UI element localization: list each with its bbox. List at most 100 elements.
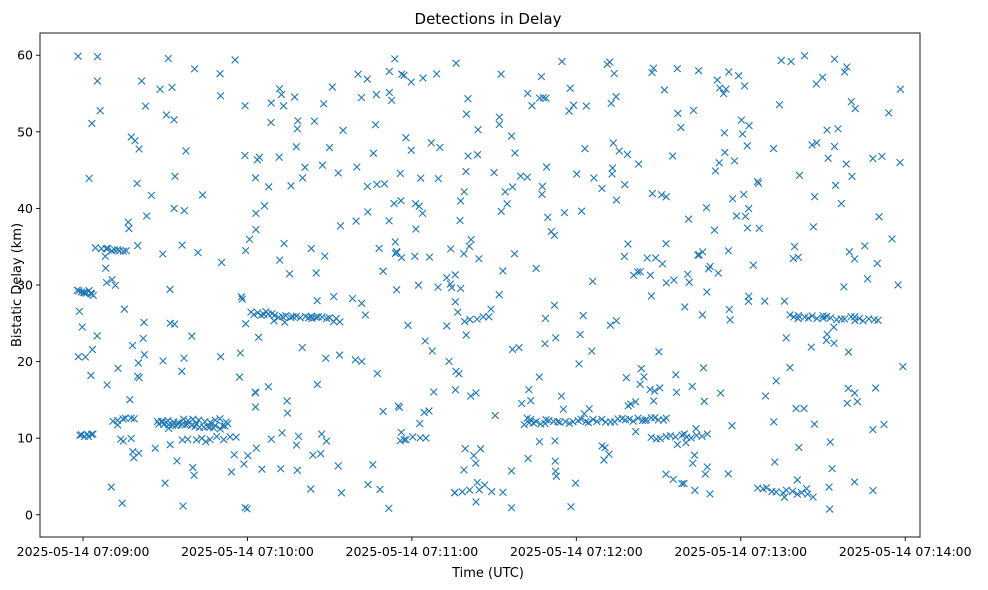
data-point bbox=[467, 235, 475, 244]
data-point bbox=[267, 435, 276, 443]
data-point bbox=[844, 348, 853, 356]
data-point bbox=[391, 249, 400, 258]
data-point bbox=[485, 313, 493, 321]
data-point bbox=[538, 190, 546, 199]
data-point bbox=[141, 102, 150, 110]
data-point bbox=[542, 94, 550, 102]
data-point bbox=[507, 467, 516, 475]
data-point bbox=[348, 294, 357, 303]
data-point bbox=[577, 207, 586, 215]
data-point bbox=[308, 314, 316, 323]
data-point bbox=[703, 430, 712, 438]
data-point bbox=[450, 488, 459, 497]
data-point bbox=[624, 240, 632, 248]
x-axis-ticks: 2025-05-14 07:09:00 2025-05-14 07:10:00 20… bbox=[17, 537, 972, 559]
data-point bbox=[772, 377, 781, 385]
data-point bbox=[576, 330, 584, 339]
data-point bbox=[861, 242, 869, 250]
data-point bbox=[96, 106, 105, 115]
data-point bbox=[873, 259, 882, 268]
data-point bbox=[869, 154, 877, 163]
data-point bbox=[688, 382, 697, 391]
data-point bbox=[826, 438, 835, 446]
data-point bbox=[571, 479, 580, 487]
data-point bbox=[339, 126, 347, 135]
data-point bbox=[375, 244, 383, 253]
data-point bbox=[662, 279, 671, 287]
data-point bbox=[491, 411, 500, 420]
data-point bbox=[107, 483, 116, 491]
data-point bbox=[680, 303, 689, 311]
data-point bbox=[802, 484, 811, 493]
data-point bbox=[147, 191, 156, 200]
data-point bbox=[173, 457, 181, 465]
data-point bbox=[694, 66, 703, 75]
data-point bbox=[670, 276, 678, 284]
data-point bbox=[325, 143, 334, 152]
data-point bbox=[535, 373, 544, 381]
data-point bbox=[490, 168, 498, 177]
data-point bbox=[230, 450, 239, 459]
x-axis-label: Time (UTC) bbox=[451, 566, 524, 581]
data-point bbox=[93, 332, 101, 340]
y-tick-label: 30 bbox=[17, 278, 33, 293]
data-point bbox=[677, 123, 685, 132]
data-point bbox=[487, 487, 496, 496]
data-point bbox=[657, 190, 666, 199]
data-point bbox=[232, 433, 240, 441]
data-point bbox=[252, 225, 260, 234]
data-point bbox=[201, 437, 210, 446]
data-point bbox=[224, 419, 232, 428]
data-point bbox=[769, 418, 778, 426]
data-point bbox=[102, 278, 111, 287]
data-point bbox=[535, 437, 544, 446]
data-point bbox=[353, 163, 361, 171]
data-point bbox=[888, 235, 896, 243]
data-point bbox=[376, 485, 384, 494]
data-point bbox=[292, 142, 301, 151]
data-point bbox=[238, 295, 246, 303]
data-point bbox=[566, 84, 575, 93]
data-point bbox=[851, 316, 859, 325]
data-point bbox=[135, 145, 143, 153]
data-point bbox=[658, 260, 667, 268]
data-point bbox=[551, 467, 560, 476]
data-point bbox=[418, 209, 427, 218]
data-point bbox=[379, 267, 387, 275]
data-point bbox=[721, 148, 729, 157]
data-point bbox=[253, 155, 262, 164]
data-point bbox=[823, 330, 831, 339]
data-point bbox=[648, 68, 656, 77]
data-point bbox=[236, 349, 245, 357]
data-point bbox=[243, 505, 251, 513]
data-point bbox=[119, 415, 127, 423]
data-point bbox=[74, 352, 83, 361]
data-point bbox=[528, 101, 536, 110]
data-point bbox=[551, 437, 559, 445]
data-point bbox=[385, 217, 393, 225]
data-point bbox=[702, 203, 711, 212]
data-point bbox=[587, 347, 596, 355]
data-point bbox=[495, 120, 504, 129]
data-point bbox=[411, 199, 420, 208]
data-point bbox=[737, 116, 746, 124]
data-point bbox=[682, 438, 690, 447]
data-point bbox=[875, 213, 883, 221]
data-point bbox=[884, 109, 893, 117]
data-point bbox=[397, 428, 406, 437]
data-point bbox=[298, 174, 307, 182]
data-point bbox=[516, 172, 525, 180]
data-point bbox=[84, 432, 93, 441]
data-point bbox=[473, 478, 482, 487]
data-point bbox=[794, 314, 802, 323]
data-point bbox=[464, 152, 472, 160]
data-point bbox=[103, 244, 112, 253]
data-point bbox=[575, 360, 583, 368]
data-point bbox=[711, 167, 720, 175]
data-point bbox=[699, 364, 708, 372]
data-point bbox=[499, 267, 507, 275]
data-point bbox=[691, 486, 699, 495]
data-point bbox=[790, 242, 799, 251]
data-point bbox=[85, 174, 93, 183]
data-point bbox=[535, 94, 544, 102]
